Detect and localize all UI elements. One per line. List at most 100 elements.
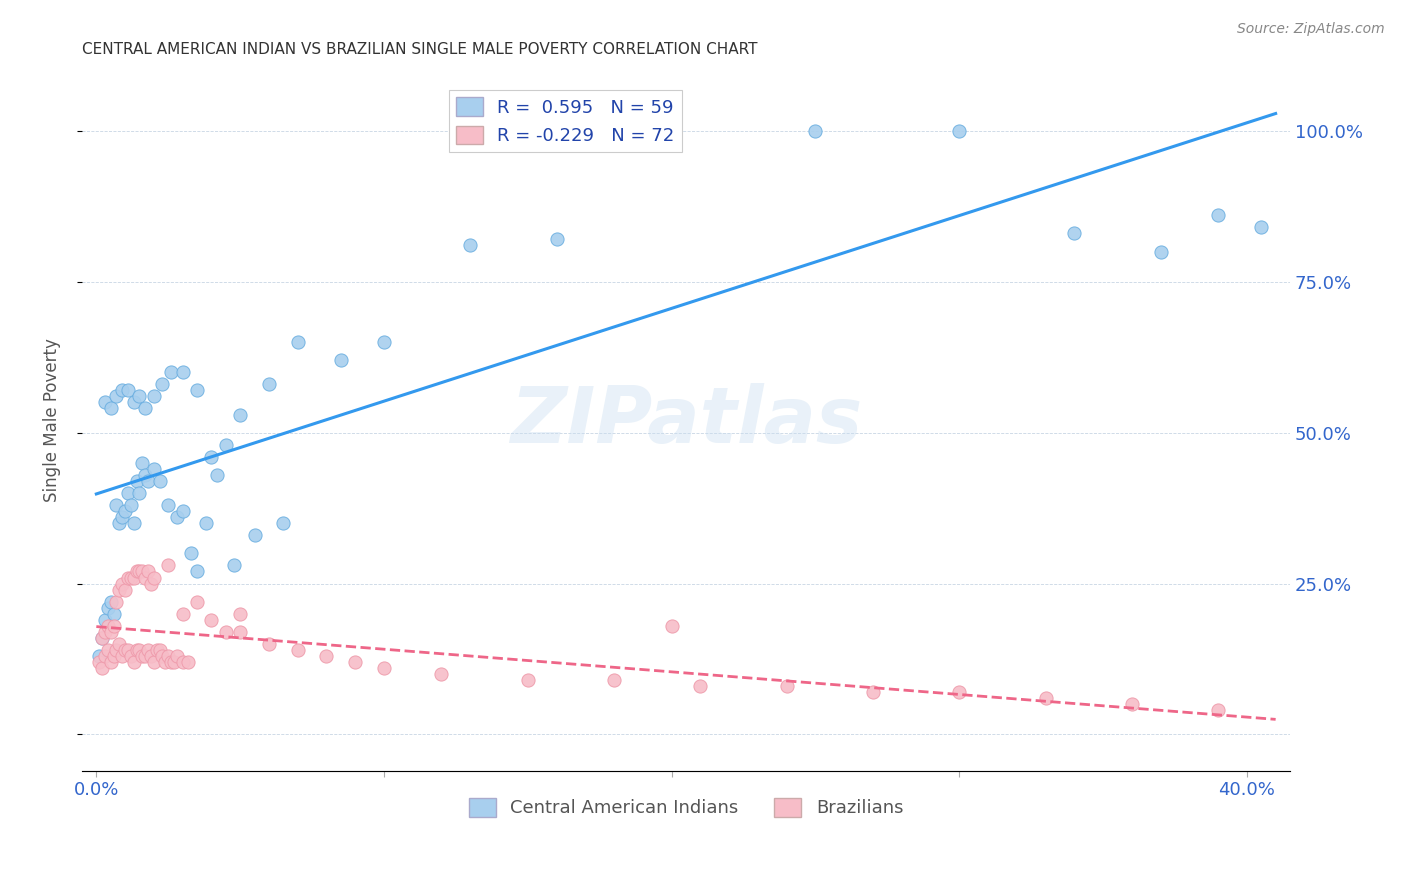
Point: [776, 679, 799, 693]
Point: [224, 558, 246, 573]
Point: [215, 624, 238, 639]
Point: [134, 570, 156, 584]
Point: [215, 438, 238, 452]
Point: [287, 334, 309, 349]
Point: [128, 486, 150, 500]
Point: [546, 232, 568, 246]
Point: [172, 655, 194, 669]
Text: Source: ZipAtlas.com: Source: ZipAtlas.com: [1237, 22, 1385, 37]
Point: [142, 655, 165, 669]
Point: [373, 334, 395, 349]
Point: [149, 474, 172, 488]
Point: [315, 648, 337, 663]
Point: [117, 570, 139, 584]
Point: [229, 408, 252, 422]
Point: [157, 648, 180, 663]
Point: [180, 546, 202, 560]
Point: [186, 565, 208, 579]
Point: [91, 631, 114, 645]
Point: [155, 655, 177, 669]
Point: [157, 498, 180, 512]
Point: [117, 486, 139, 500]
Point: [103, 648, 125, 663]
Point: [100, 595, 122, 609]
Legend: Central American Indians, Brazilians: Central American Indians, Brazilians: [461, 791, 911, 825]
Point: [91, 631, 114, 645]
Point: [134, 401, 156, 416]
Point: [108, 516, 131, 531]
Point: [100, 401, 122, 416]
Point: [287, 643, 309, 657]
Point: [344, 655, 367, 669]
Point: [131, 565, 153, 579]
Point: [105, 498, 128, 512]
Point: [689, 679, 711, 693]
Point: [661, 619, 683, 633]
Point: [257, 377, 280, 392]
Point: [131, 648, 153, 663]
Point: [1250, 220, 1272, 235]
Point: [172, 607, 194, 621]
Point: [114, 582, 136, 597]
Point: [97, 600, 120, 615]
Point: [152, 377, 174, 392]
Point: [149, 643, 172, 657]
Point: [122, 655, 145, 669]
Point: [948, 685, 970, 699]
Point: [229, 607, 252, 621]
Point: [97, 619, 120, 633]
Point: [111, 576, 134, 591]
Point: [105, 389, 128, 403]
Point: [257, 637, 280, 651]
Point: [205, 467, 228, 482]
Point: [139, 576, 162, 591]
Point: [142, 462, 165, 476]
Point: [1035, 691, 1057, 706]
Point: [157, 558, 180, 573]
Point: [661, 124, 683, 138]
Point: [804, 124, 827, 138]
Point: [105, 643, 128, 657]
Point: [117, 384, 139, 398]
Point: [200, 613, 222, 627]
Point: [152, 648, 174, 663]
Point: [89, 648, 111, 663]
Text: CENTRAL AMERICAN INDIAN VS BRAZILIAN SINGLE MALE POVERTY CORRELATION CHART: CENTRAL AMERICAN INDIAN VS BRAZILIAN SIN…: [82, 42, 758, 57]
Point: [516, 673, 538, 687]
Point: [948, 124, 970, 138]
Text: ZIPatlas: ZIPatlas: [510, 383, 862, 458]
Point: [114, 643, 136, 657]
Point: [111, 648, 134, 663]
Point: [166, 648, 188, 663]
Point: [458, 238, 481, 252]
Point: [166, 510, 188, 524]
Point: [125, 474, 148, 488]
Point: [1149, 244, 1171, 259]
Point: [229, 624, 252, 639]
Point: [136, 474, 159, 488]
Point: [128, 565, 150, 579]
Point: [1206, 703, 1229, 717]
Point: [122, 516, 145, 531]
Point: [172, 504, 194, 518]
Point: [329, 353, 352, 368]
Point: [430, 667, 453, 681]
Point: [160, 655, 183, 669]
Point: [100, 624, 122, 639]
Y-axis label: Single Male Poverty: Single Male Poverty: [44, 339, 60, 502]
Point: [172, 365, 194, 379]
Point: [120, 648, 142, 663]
Point: [89, 655, 111, 669]
Point: [142, 570, 165, 584]
Point: [125, 565, 148, 579]
Point: [134, 467, 156, 482]
Point: [111, 510, 134, 524]
Point: [194, 516, 217, 531]
Point: [128, 643, 150, 657]
Point: [186, 384, 208, 398]
Point: [163, 655, 186, 669]
Point: [122, 395, 145, 409]
Point: [142, 389, 165, 403]
Point: [91, 661, 114, 675]
Point: [139, 648, 162, 663]
